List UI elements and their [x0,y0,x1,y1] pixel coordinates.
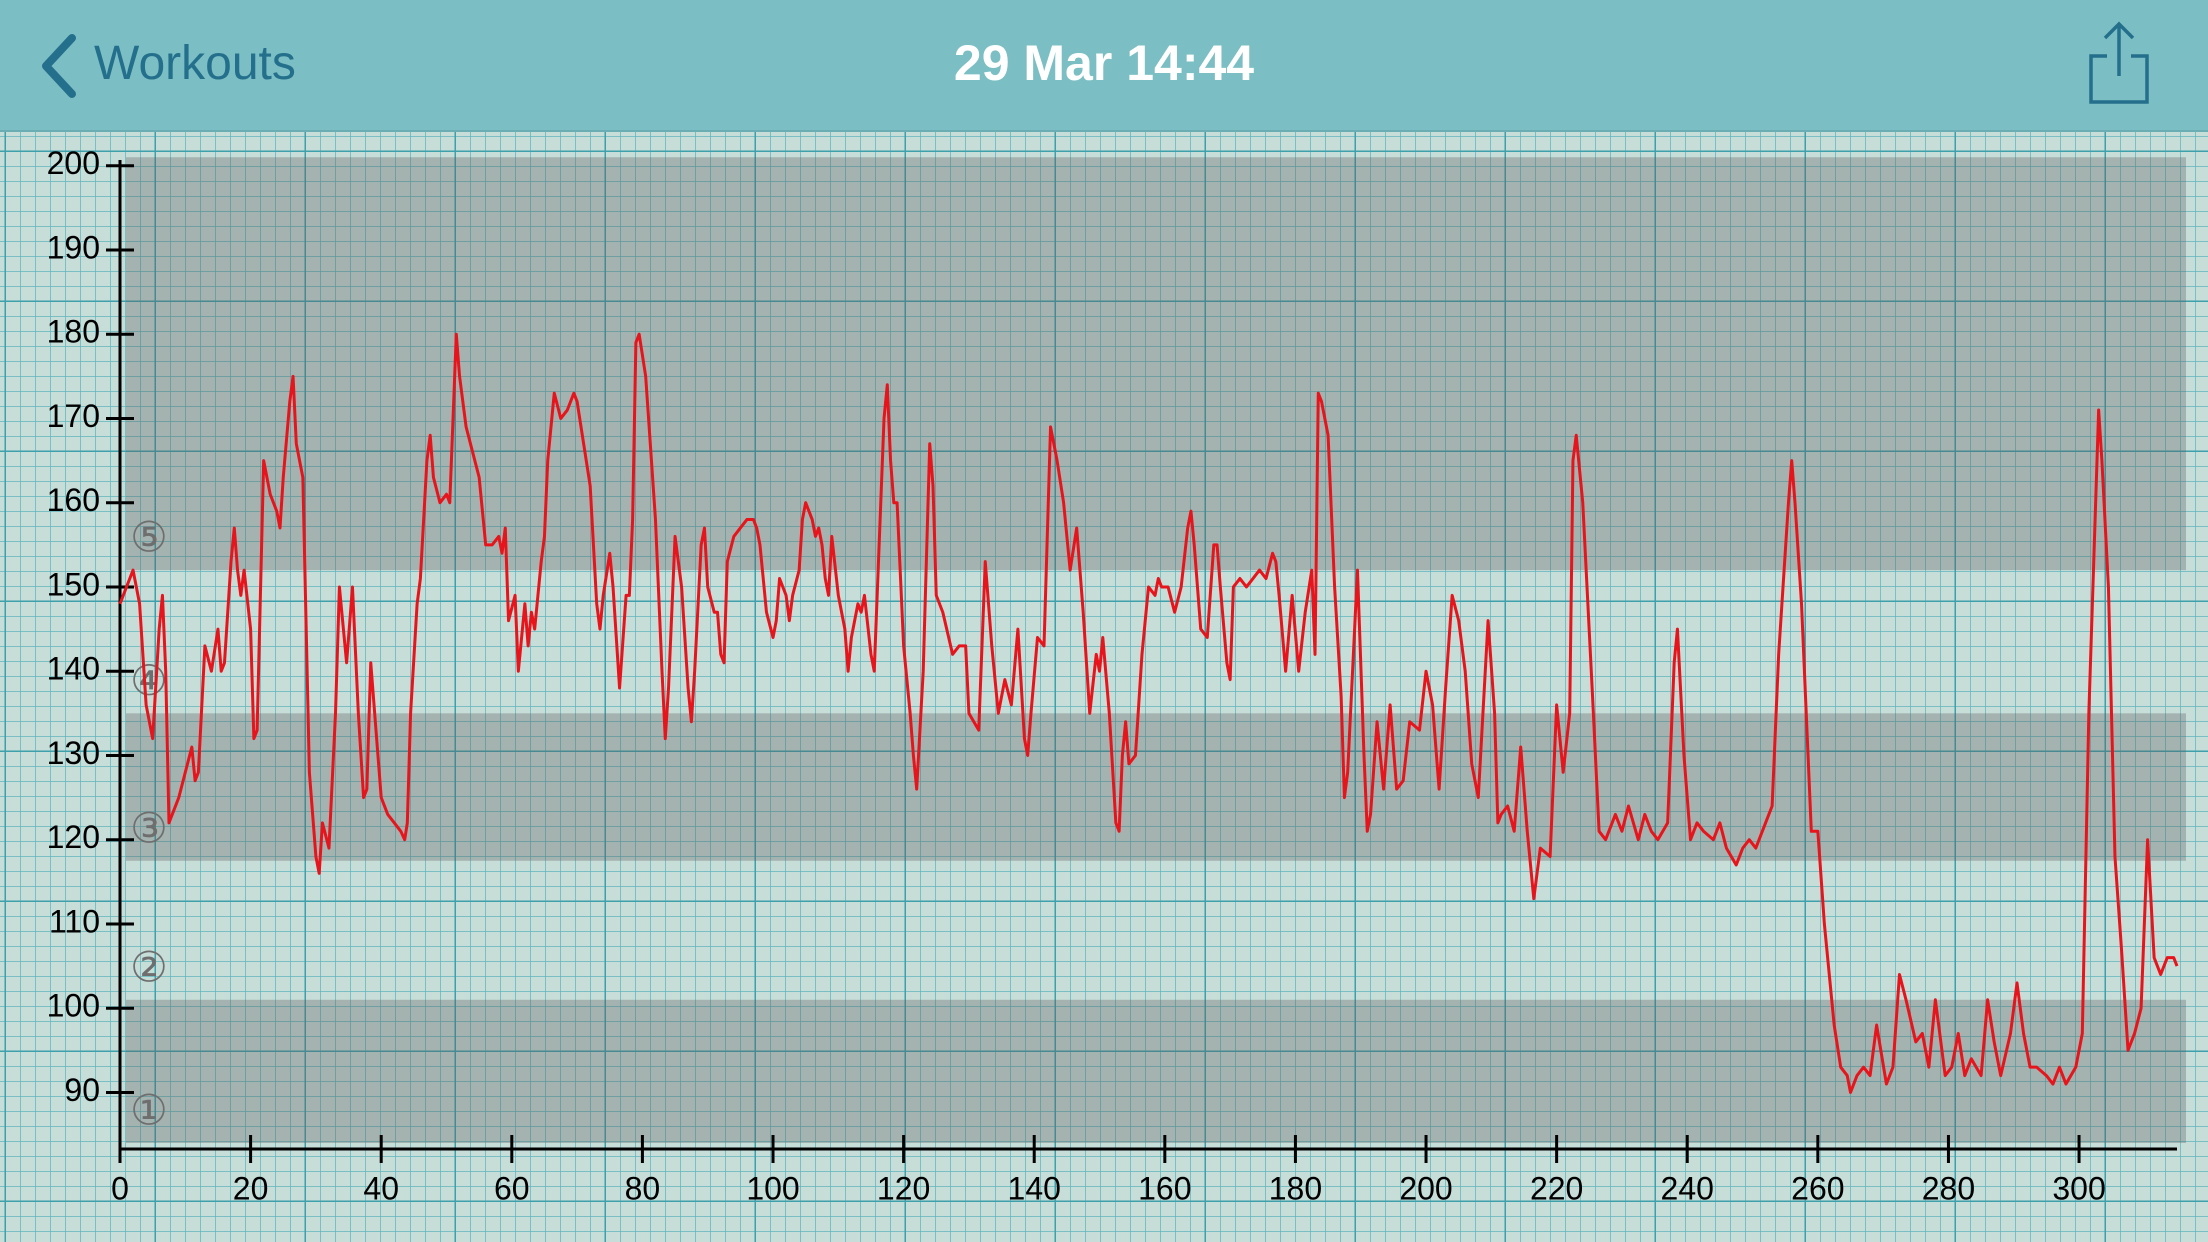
zone-band [126,713,2186,861]
zone-band [126,157,2186,571]
x-tick-label: 180 [1269,1170,1322,1206]
x-tick-label: 140 [1008,1170,1061,1206]
x-tick-label: 120 [877,1170,930,1206]
y-tick-label: 110 [49,903,100,939]
y-tick-label: 160 [47,482,100,518]
y-tick-label: 190 [47,229,100,265]
share-button[interactable] [2085,20,2155,110]
zone-label: ④ [130,656,168,705]
x-tick-label: 220 [1530,1170,1583,1206]
back-button[interactable]: Workouts [94,37,296,90]
zone-label: ③ [130,803,168,852]
x-tick-label: 240 [1661,1170,1714,1206]
x-tick-label: 20 [233,1170,269,1206]
zone-label: ② [130,942,168,991]
y-tick-label: 90 [64,1072,100,1108]
heart-rate-line [118,332,2179,1094]
x-tick-label: 260 [1791,1170,1844,1206]
zone-label: ① [130,1086,168,1135]
y-tick-label: 100 [47,988,100,1024]
y-tick-label: 120 [47,819,100,855]
x-tick-label: 280 [1922,1170,1975,1206]
y-tick-label: 150 [47,566,100,602]
x-tick-label: 60 [494,1170,530,1206]
y-tick-label: 140 [47,651,100,687]
x-tick-label: 100 [746,1170,799,1206]
y-tick-label: 180 [47,314,100,350]
nav-title: 29 Mar 14:44 [953,35,1255,91]
y-tick-label: 130 [47,735,100,771]
x-tick-label: 160 [1138,1170,1191,1206]
x-tick-label: 300 [2052,1170,2105,1206]
nav-bar: Workouts 29 Mar 14:44 [0,0,2208,132]
x-tick-label: 200 [1399,1170,1452,1206]
x-tick-label: 80 [625,1170,661,1206]
zone-label: ⑤ [130,513,168,562]
y-tick-label: 200 [47,145,100,181]
y-tick-label: 170 [47,398,100,434]
x-tick-label: 0 [111,1170,129,1206]
zone-band [126,999,2186,1143]
x-tick-label: 40 [363,1170,399,1206]
back-chevron[interactable] [32,26,92,106]
